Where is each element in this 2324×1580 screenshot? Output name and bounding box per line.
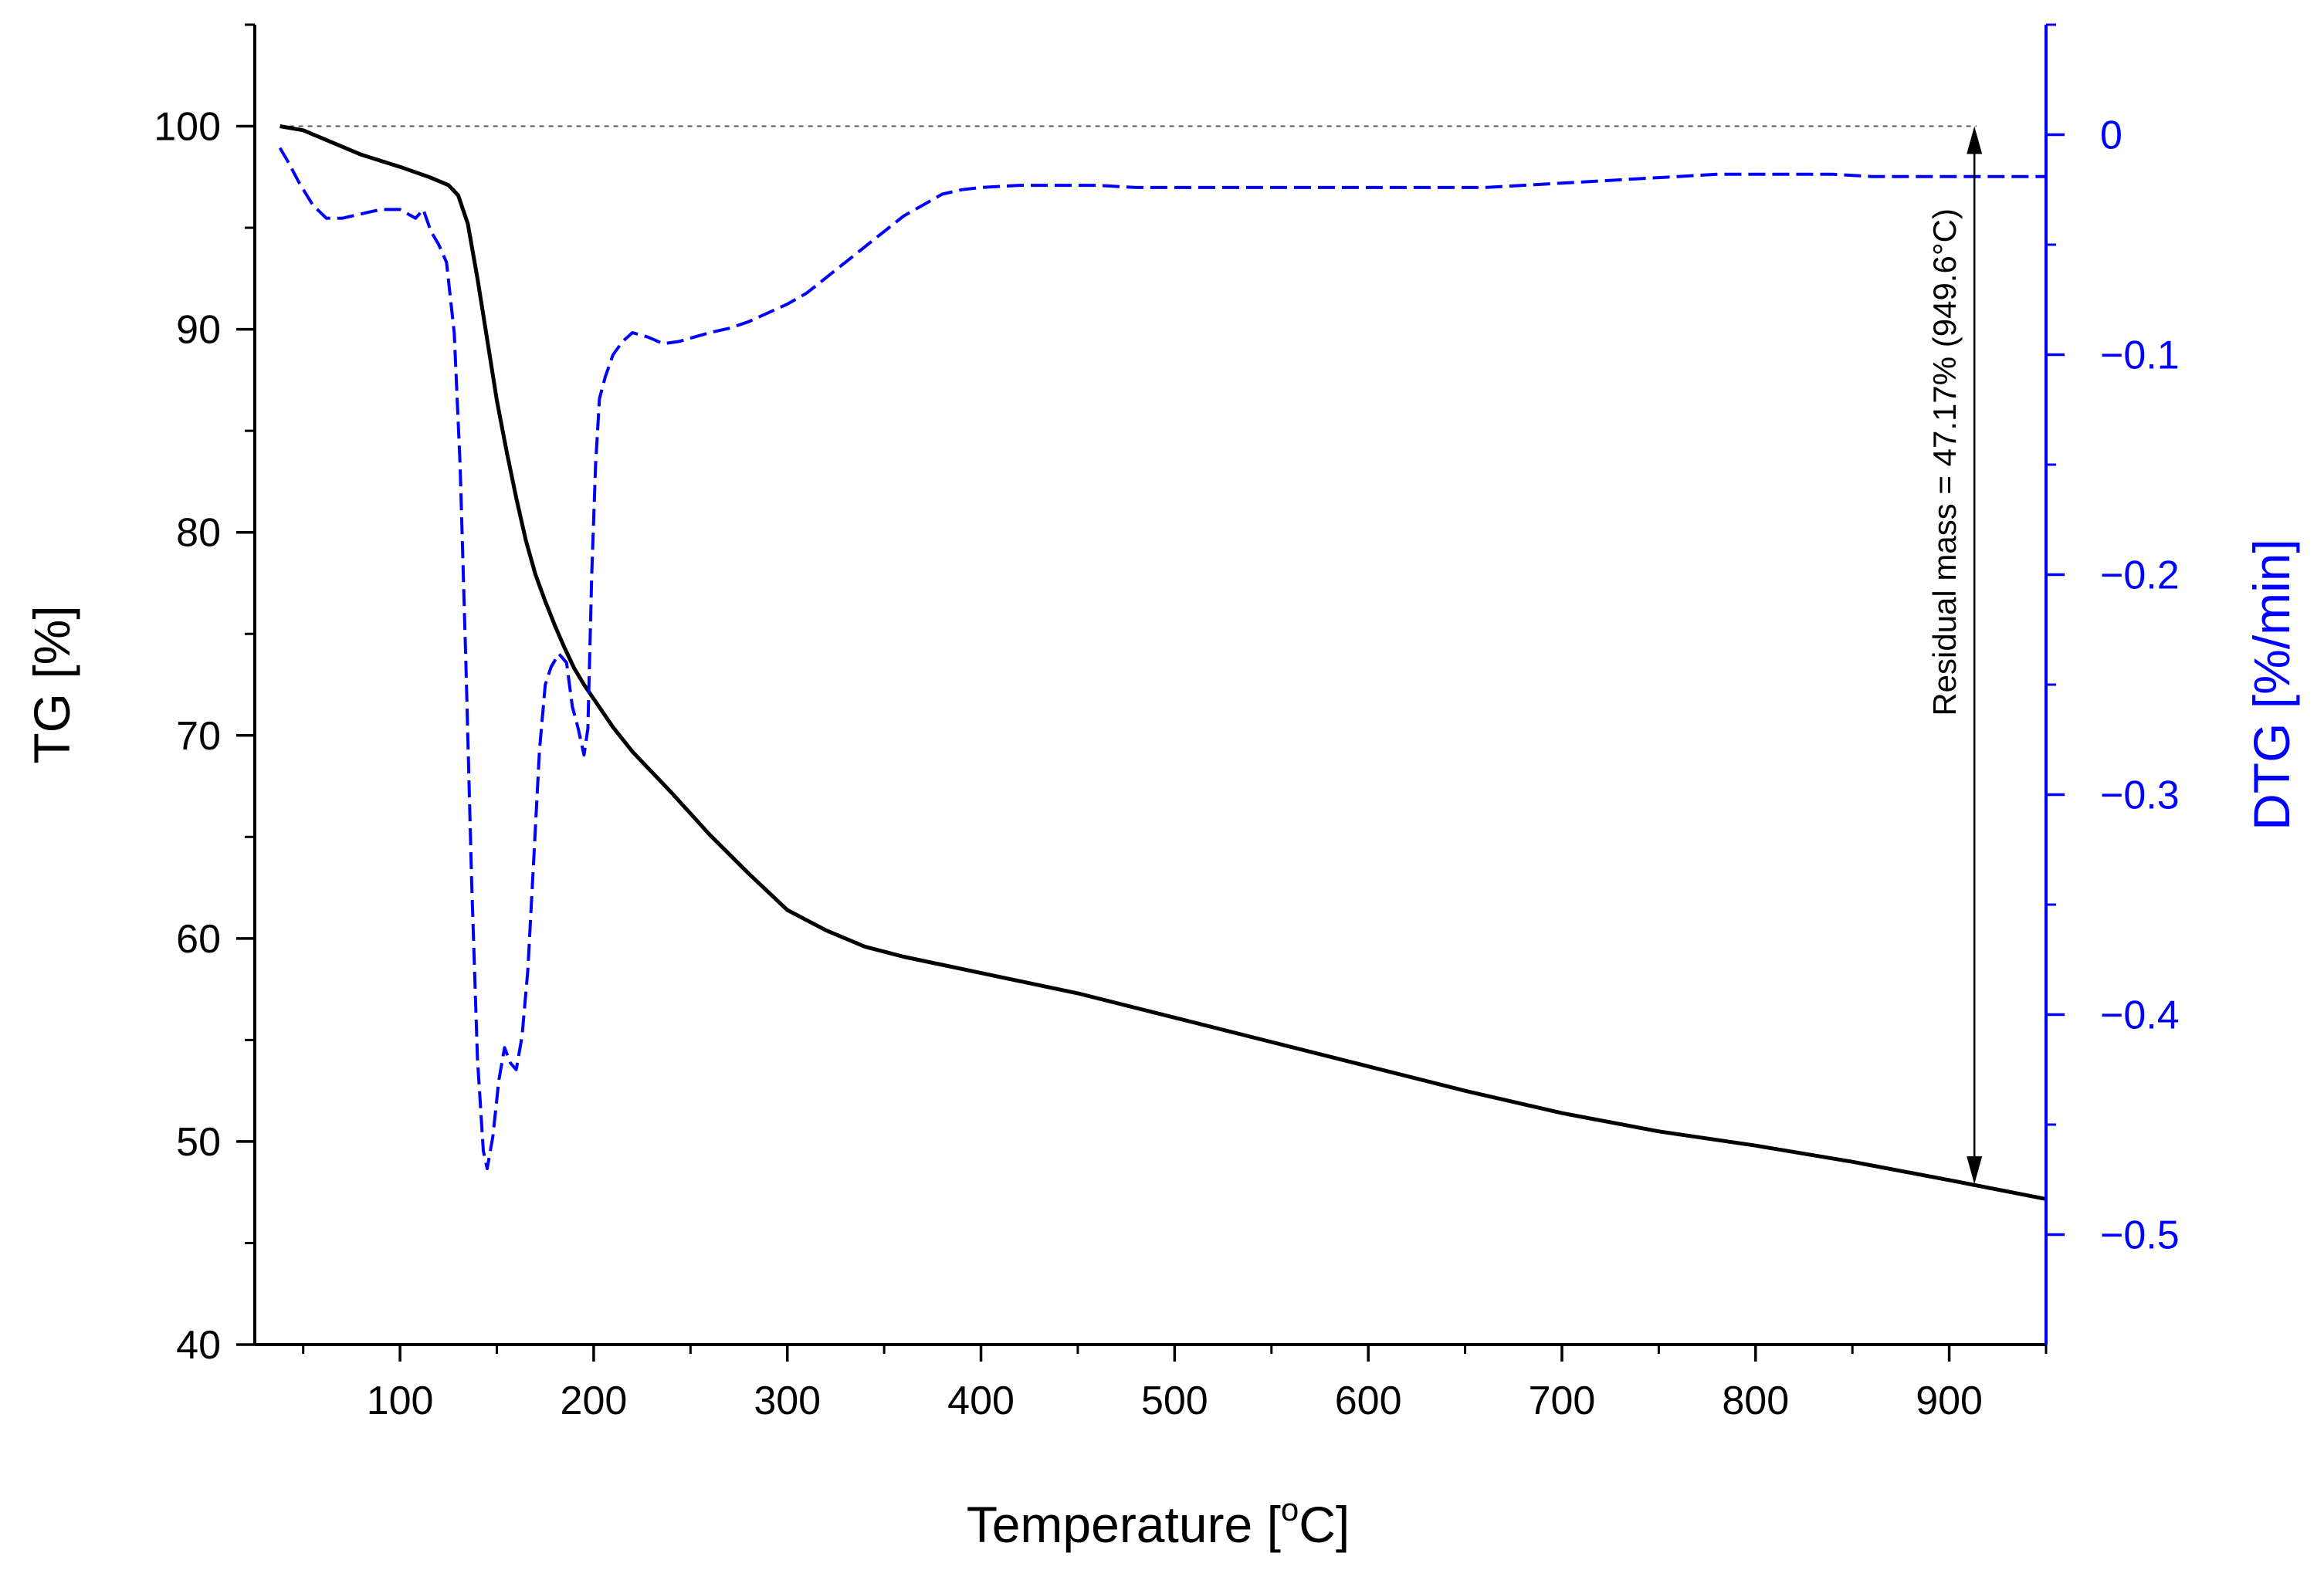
y-right-tick-label-5: −0.5 (2100, 1213, 2180, 1258)
x-tick-label-400: 400 (947, 1379, 1015, 1423)
series-tg-line (279, 124, 2047, 1201)
x-tick-label-900: 900 (1916, 1379, 1983, 1423)
y-right-tick-label-0: 0 (2100, 113, 2122, 158)
residual-mass-label: Residual mass = 47.17% (949.6°C) (1926, 208, 1963, 716)
residual-mass-arrowhead-bottom (1967, 1156, 1983, 1185)
x-axis-title-unit: C] (1299, 1496, 1350, 1553)
y-right-tick-label-4: −0.4 (2100, 993, 2180, 1038)
x-axis-title: Temperature [oC] (967, 1491, 1350, 1553)
y-left-tick-label-70: 70 (176, 714, 221, 759)
y-right-tick-label-3: −0.3 (2100, 773, 2180, 818)
series-layer (278, 124, 2047, 1201)
x-axis-title-superscript: o (1281, 1491, 1299, 1528)
x-tick-label-100: 100 (367, 1379, 434, 1423)
y-left-tick-label-80: 80 (176, 511, 221, 556)
annotation-layer: Residual mass = 47.17% (949.6°C) (1926, 126, 1983, 1185)
series-dtg-line (278, 147, 2046, 1170)
x-tick-label-500: 500 (1141, 1379, 1208, 1423)
residual-mass-arrowhead-top (1967, 126, 1983, 154)
y-left-tick-label-50: 50 (176, 1120, 221, 1165)
y-axis-left-title: TG [%] (23, 605, 80, 763)
y-axis-right-title: DTG [%/min] (2243, 539, 2300, 831)
x-tick-label-800: 800 (1722, 1379, 1789, 1423)
y-left-tick-label-40: 40 (176, 1323, 221, 1368)
x-tick-label-200: 200 (561, 1379, 628, 1423)
axis-layer (236, 23, 2065, 1362)
y-right-tick-label-2: −0.2 (2100, 553, 2180, 598)
x-tick-label-700: 700 (1529, 1379, 1596, 1423)
y-left-tick-label-100: 100 (154, 105, 221, 150)
y-right-tick-label-1: −0.1 (2100, 333, 2180, 378)
y-left-tick-label-90: 90 (176, 308, 221, 353)
x-axis-title-main: Temperature [ (967, 1496, 1281, 1553)
tick-label-layer: 100 200 300 400 500 600 700 800 900 40 50 60 70 80 90 1… (154, 105, 2179, 1423)
x-tick-label-300: 300 (754, 1379, 821, 1423)
x-tick-label-600: 600 (1335, 1379, 1402, 1423)
y-left-tick-label-60: 60 (176, 917, 221, 962)
